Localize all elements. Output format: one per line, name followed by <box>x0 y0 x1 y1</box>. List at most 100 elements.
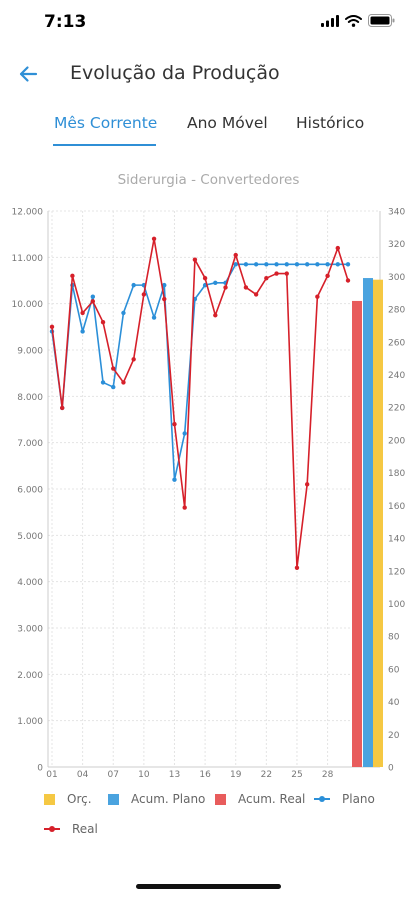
series-real-point <box>345 278 351 283</box>
series-plano-line <box>51 263 348 481</box>
tab-ano-movel[interactable]: Ano Móvel <box>187 114 268 132</box>
series-plano-point <box>304 262 310 267</box>
series-real-point <box>100 320 106 325</box>
series-plano-point <box>274 262 279 267</box>
tab-bar: Mês Corrente Ano Móvel Histórico <box>0 108 417 150</box>
series-real-line <box>51 237 349 569</box>
y-left-tick-label: 5.000 <box>17 532 43 542</box>
y-right-tick-label: 0 <box>388 764 394 774</box>
series-real-point <box>162 296 167 302</box>
series-real-point <box>335 245 340 251</box>
legend-label-plano: Plano <box>342 792 375 806</box>
series-plano-point <box>90 294 96 299</box>
y-right-tick-label: 140 <box>388 535 405 545</box>
legend-label-acum-plano: Acum. Plano <box>131 792 206 806</box>
series-real-point <box>192 257 198 262</box>
series-real-point <box>90 299 96 304</box>
tab-historico[interactable]: Histórico <box>296 114 365 132</box>
series-real-point <box>315 294 320 299</box>
chart-title: Siderurgia - Convertedores <box>117 172 300 188</box>
series-real-point <box>294 565 300 570</box>
series-plano-point <box>162 282 167 288</box>
home-indicator <box>136 884 281 889</box>
y-left-tick-label: 9.000 <box>17 347 43 357</box>
y-right-tick-label: 320 <box>388 240 405 250</box>
arrow-left-icon[interactable] <box>14 60 42 88</box>
series-plano-point <box>315 262 320 267</box>
series-plano-point <box>100 380 106 385</box>
x-tick-label: 04 <box>77 770 89 780</box>
y-right-tick-label: 180 <box>388 469 405 479</box>
series-real-point <box>253 292 259 297</box>
series-real-point <box>80 310 85 316</box>
series-plano-point <box>345 262 351 267</box>
tab-mes-corrente[interactable]: Mês Corrente <box>54 114 158 132</box>
y-right-tick-label: 280 <box>388 306 405 316</box>
series-plano-point <box>121 310 126 316</box>
series-real-point <box>121 380 126 385</box>
bar-orc <box>373 279 383 767</box>
x-tick-label: 10 <box>138 770 150 780</box>
y-right-tick-label: 220 <box>388 404 405 414</box>
series-real-point <box>325 273 330 279</box>
y-left-tick-label: 10.000 <box>12 300 44 310</box>
y-left-tick-label: 8.000 <box>17 393 43 403</box>
series-real-point <box>131 357 136 362</box>
series-plano-point <box>131 282 136 288</box>
series-real-point <box>141 292 147 297</box>
y-right-tick-label: 160 <box>388 502 405 512</box>
y-left-tick-label: 7.000 <box>17 439 43 449</box>
legend-swatch-acum-real <box>215 793 226 805</box>
legend-item-orc: Orç. <box>44 792 92 806</box>
series-plano-point <box>284 262 289 267</box>
y-right-tick-label: 80 <box>388 633 400 643</box>
y-left-tick-label: 3.000 <box>17 625 43 635</box>
battery-icon <box>368 14 395 27</box>
series-real-point <box>202 275 208 281</box>
series-real-point <box>243 285 249 290</box>
y-left-tick-label: 1.000 <box>17 717 43 727</box>
y-left-tick-label: 2.000 <box>17 671 43 681</box>
y-right-tick-label: 60 <box>388 665 400 675</box>
bar-acum-plano <box>363 278 373 767</box>
legend-label-orc: Orç. <box>67 792 92 806</box>
x-tick-label: 13 <box>169 770 180 780</box>
legend-item-acum-real: Acum. Real <box>215 792 305 806</box>
series-real-point <box>70 273 75 279</box>
legend-item-acum-plano: Acum. Plano <box>108 792 205 806</box>
y-left-tick-label: 12.000 <box>12 208 44 218</box>
series-plano-point <box>151 315 157 320</box>
series-real-point <box>213 313 218 318</box>
series-plano-point <box>243 262 249 267</box>
status-bar: 7:13 <box>0 0 417 46</box>
series-plano-point <box>264 262 269 267</box>
page-title: Evolução da Produção <box>70 62 280 84</box>
x-tick-label: 19 <box>230 770 242 780</box>
y-right-tick-label: 340 <box>388 208 405 218</box>
legend-swatch-orc <box>44 793 55 805</box>
y-right-tick-label: 20 <box>388 731 400 741</box>
y-right-tick-label: 120 <box>388 567 405 577</box>
series-real-point <box>274 271 279 276</box>
series-plano-point <box>335 262 340 267</box>
series-real-point <box>233 252 238 258</box>
x-tick-label: 01 <box>46 770 57 780</box>
y-left-tick-label: 6.000 <box>17 486 43 496</box>
legend-item-plano: Plano <box>314 792 375 806</box>
series-real-point <box>151 236 157 241</box>
wifi-icon <box>345 14 362 27</box>
x-tick-label: 07 <box>108 770 119 780</box>
series-real-point <box>284 271 289 276</box>
y-right-tick-label: 260 <box>388 338 405 348</box>
series-plano-point <box>233 262 238 267</box>
series-real-point <box>49 324 55 330</box>
series-real-point <box>304 482 310 487</box>
signal-icon <box>321 14 339 27</box>
series-plano-point <box>111 384 116 390</box>
series-plano-point <box>182 431 187 436</box>
series-real-point <box>111 366 116 371</box>
x-tick-label: 28 <box>322 770 334 780</box>
legend-label-acum-real: Acum. Real <box>238 792 306 806</box>
y-left-tick-label: 0 <box>37 764 43 774</box>
series-real-point <box>172 421 177 427</box>
